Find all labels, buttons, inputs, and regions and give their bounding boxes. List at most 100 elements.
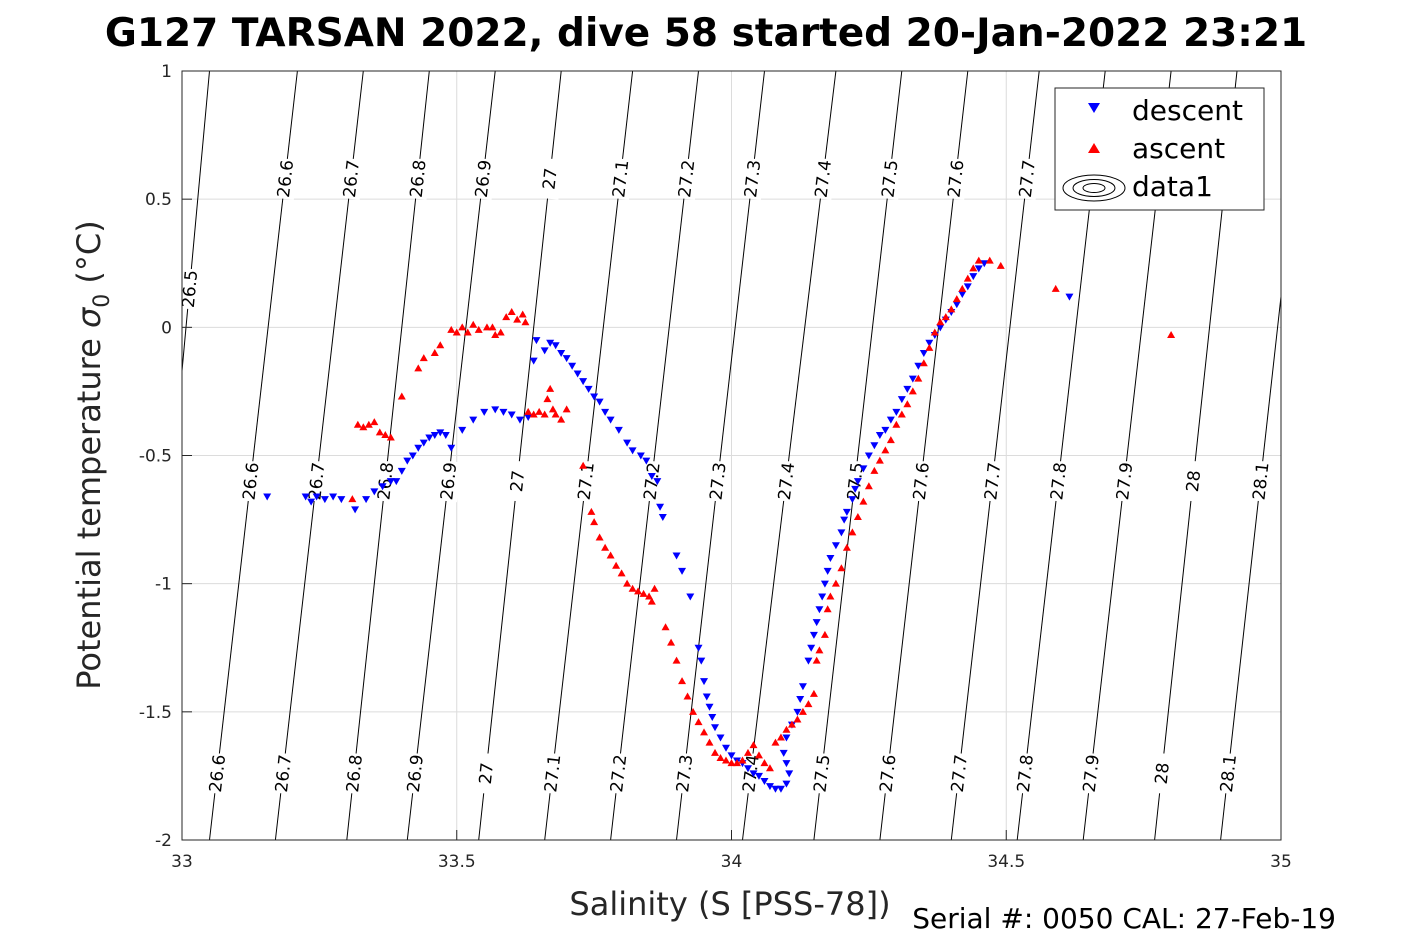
ascent-point <box>447 325 456 333</box>
descent-point <box>653 478 662 486</box>
descent-point <box>697 657 706 665</box>
contour-label-bg <box>237 459 264 503</box>
contour-label-group: 27.2 <box>638 459 665 503</box>
contour-label-group: 27.9 <box>1077 752 1104 795</box>
contour-label-group: 27.2 <box>605 752 632 795</box>
descent-point <box>796 696 805 704</box>
y-axis-label-text: Potential temperature <box>70 328 108 690</box>
x-tick-label: 33.5 <box>438 852 476 872</box>
contour-label-group: 26.5 <box>176 267 203 310</box>
contour-label-group: 27.5 <box>808 752 835 795</box>
contour-label-group: 27 <box>536 157 563 200</box>
contour-label: 27.3 <box>707 461 731 501</box>
contour-label-bg <box>772 459 800 503</box>
contour-label: 26.9 <box>404 754 428 794</box>
ascent-point <box>463 328 472 336</box>
ascent-point <box>482 323 491 331</box>
descent-point <box>870 442 879 450</box>
ascent-point <box>853 513 862 521</box>
descent-point <box>952 301 961 309</box>
legend-data1-label: data1 <box>1132 170 1213 203</box>
ascent-point <box>419 354 428 362</box>
x-axis-ticks: 33 33.5 34 34.5 35 <box>171 830 1292 872</box>
contour-label-group: 27.1 <box>572 459 599 503</box>
contour-label: 27.1 <box>609 159 633 199</box>
ascent-point <box>848 528 857 536</box>
y-tick-label: -0.5 <box>139 447 172 467</box>
ascent-point <box>771 738 780 746</box>
contour-label-group: 26.6 <box>237 459 264 503</box>
contour-label: 27.2 <box>641 461 665 501</box>
ascent-point <box>546 384 555 392</box>
contour-label-group: 28 <box>1180 460 1207 503</box>
descent-point <box>980 260 989 268</box>
legend-contour-icon <box>1062 174 1126 202</box>
descent-point <box>859 465 868 473</box>
descent-point <box>908 375 917 383</box>
descent-point <box>551 342 560 350</box>
ascent-point <box>667 638 676 646</box>
contour-label-group: 26.8 <box>404 157 431 200</box>
ascent-point <box>496 328 505 336</box>
ascent-point <box>914 374 923 382</box>
contour-line <box>950 70 1040 841</box>
contour-label-group: 26.9 <box>469 157 497 200</box>
legend-box <box>1054 87 1265 211</box>
contour-label-group: 27.8 <box>1011 752 1039 795</box>
contour-label-bg <box>1077 752 1104 795</box>
contour-label: 27.7 <box>1016 159 1040 199</box>
contour-label-bg <box>1214 752 1242 795</box>
contour-label-group: 27.4 <box>809 157 837 200</box>
ascent-point <box>930 328 939 336</box>
ascent-point <box>812 656 821 664</box>
ascent-point <box>738 756 747 764</box>
descent-point <box>672 552 681 560</box>
descent-point <box>914 362 923 370</box>
y-axis-label: Potential temperature σ0 (°C) <box>70 220 115 689</box>
contour-label-bg <box>504 460 531 503</box>
contour-label-group: 28 <box>1148 752 1175 795</box>
ascent-point <box>507 307 516 315</box>
contour-label: 26.8 <box>343 754 367 794</box>
contour-label-bg <box>401 752 429 795</box>
ascent-point <box>491 331 500 339</box>
contour-label: 28.1 <box>1217 754 1241 794</box>
descent-point <box>499 408 508 416</box>
contour-label-group: 27.5 <box>876 157 903 200</box>
density-contour-labels: 26.6 26.7 26.8 26.9 27 27.1 27.2 27.3 27.4 27.5 27… <box>176 157 1274 795</box>
ascent-point <box>886 436 895 444</box>
contour-label-bg <box>469 157 497 200</box>
descent-point <box>1065 293 1074 301</box>
ascent-point <box>524 407 533 415</box>
legend-descent-label: descent <box>1132 94 1243 127</box>
contour-label-group: 26.9 <box>435 459 462 503</box>
contour-label-group: 27.6 <box>942 157 969 200</box>
descent-point <box>614 426 623 434</box>
ascent-point <box>864 482 873 490</box>
ascent-point <box>650 584 659 592</box>
contour-label: 27 <box>540 167 562 191</box>
contour-label-bg <box>536 157 563 200</box>
ascent-point <box>612 561 621 569</box>
contour-label-group: 28.1 <box>1247 460 1274 503</box>
descent-point <box>329 493 338 501</box>
descent-point <box>864 452 873 460</box>
ascent-point <box>430 348 439 356</box>
contour-label-group: 26.6 <box>203 752 231 795</box>
descent-point <box>656 503 665 511</box>
ascent-point <box>908 387 917 395</box>
ascent-point <box>897 410 906 418</box>
contour-label-bg <box>673 157 700 200</box>
contour-line <box>478 70 562 841</box>
descent-point <box>430 431 439 439</box>
descent-point <box>782 760 791 768</box>
y-axis-label-subscript: 0 <box>90 294 115 308</box>
ascent-point <box>958 284 967 292</box>
descent-point <box>749 770 758 778</box>
ascent-point <box>601 543 610 551</box>
descent-point <box>515 416 524 424</box>
descent-point <box>573 370 582 378</box>
ascent-point <box>535 407 544 415</box>
contour-label: 27.2 <box>675 159 699 199</box>
